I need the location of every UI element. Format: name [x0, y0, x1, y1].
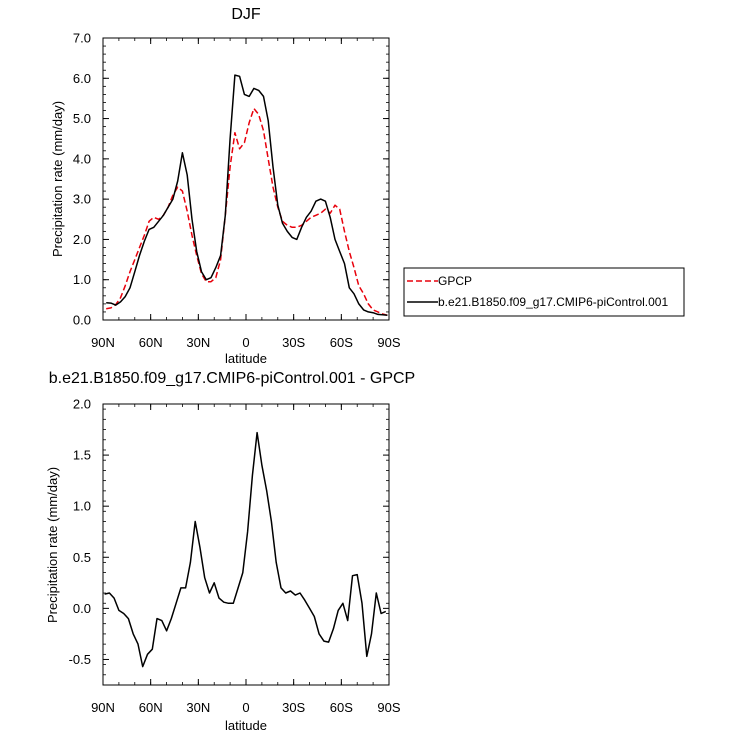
chart1-y-tick-label: 7.0	[73, 31, 91, 46]
chart2-series-group	[104, 431, 387, 668]
chart2-x-tick-label: 30N	[186, 700, 210, 715]
chart1-plot-frame	[102, 37, 390, 321]
chart1-x-tick-label: 30S	[282, 335, 305, 350]
chart1-x-tick-label: 60S	[330, 335, 353, 350]
chart2-x-tick-label: 90S	[377, 700, 400, 715]
chart1-y-tick-label: 4.0	[73, 151, 91, 166]
chart1-x-tick-label: 90N	[91, 335, 115, 350]
chart1-series-line-0	[106, 107, 388, 316]
chart2-y-tick-label: 1.0	[73, 499, 91, 514]
chart2-y-axis-label: Precipitation rate (mm/day)	[45, 467, 60, 623]
chart2-y-tick-label: 2.0	[73, 397, 91, 412]
chart2-x-tick-label: 60S	[330, 700, 353, 715]
chart2-x-tick-label: 30S	[282, 700, 305, 715]
chart2-x-tick-label: 90N	[91, 700, 115, 715]
chart2-y-tick-label: 0.5	[73, 550, 91, 565]
chart2-x-tick-label: 60N	[139, 700, 163, 715]
chart2-series-line-0	[104, 431, 387, 668]
chart2-title: b.e21.B1850.f09_g17.CMIP6-piControl.001 …	[49, 370, 415, 387]
legend-label-model: b.e21.B1850.f09_g17.CMIP6-piControl.001	[438, 295, 668, 309]
chart1-series-group	[106, 74, 388, 316]
chart2-x-tick-label: 0	[242, 700, 249, 715]
chart2-ticks: -0.5 0.0 0.5 1.0 1.5 2.0 90N 60N 30N 0 30S 60S 90S	[69, 397, 401, 716]
chart1-x-tick-label: 60N	[139, 335, 163, 350]
chart1-ticks: 0.0 1.0 2.0 3.0 4.0 5.0 6.0 7.0 90N 60N 30N 0 30S 60S…	[73, 31, 401, 351]
chart2-x-axis-label: latitude	[225, 718, 267, 733]
chart1-y-axis-label: Precipitation rate (mm/day)	[50, 101, 65, 257]
chart1-y-tick-label: 0.0	[73, 313, 91, 328]
chart1-x-tick-label: 90S	[377, 335, 400, 350]
chart1-x-tick-label: 0	[242, 335, 249, 350]
chart1-y-tick-label: 6.0	[73, 71, 91, 86]
chart1-title: DJF	[231, 6, 261, 23]
chart2-y-tick-label: 0.0	[73, 601, 91, 616]
chart1-x-tick-label: 30N	[186, 335, 210, 350]
chart1-x-axis-label: latitude	[225, 351, 267, 366]
chart1-y-tick-label: 2.0	[73, 232, 91, 247]
chart1-y-tick-label: 5.0	[73, 111, 91, 126]
chart1-series-line-1	[106, 74, 388, 316]
legend-label-gpcp: GPCP	[438, 274, 472, 288]
chart1-legend: GPCP b.e21.B1850.f09_g17.CMIP6-piControl…	[403, 267, 685, 317]
chart1-y-tick-label: 3.0	[73, 192, 91, 207]
chart2-y-tick-label: 1.5	[73, 448, 91, 463]
chart1-y-tick-label: 1.0	[73, 272, 91, 287]
chart2-y-tick-label: -0.5	[69, 652, 91, 667]
legend-box	[403, 267, 685, 317]
